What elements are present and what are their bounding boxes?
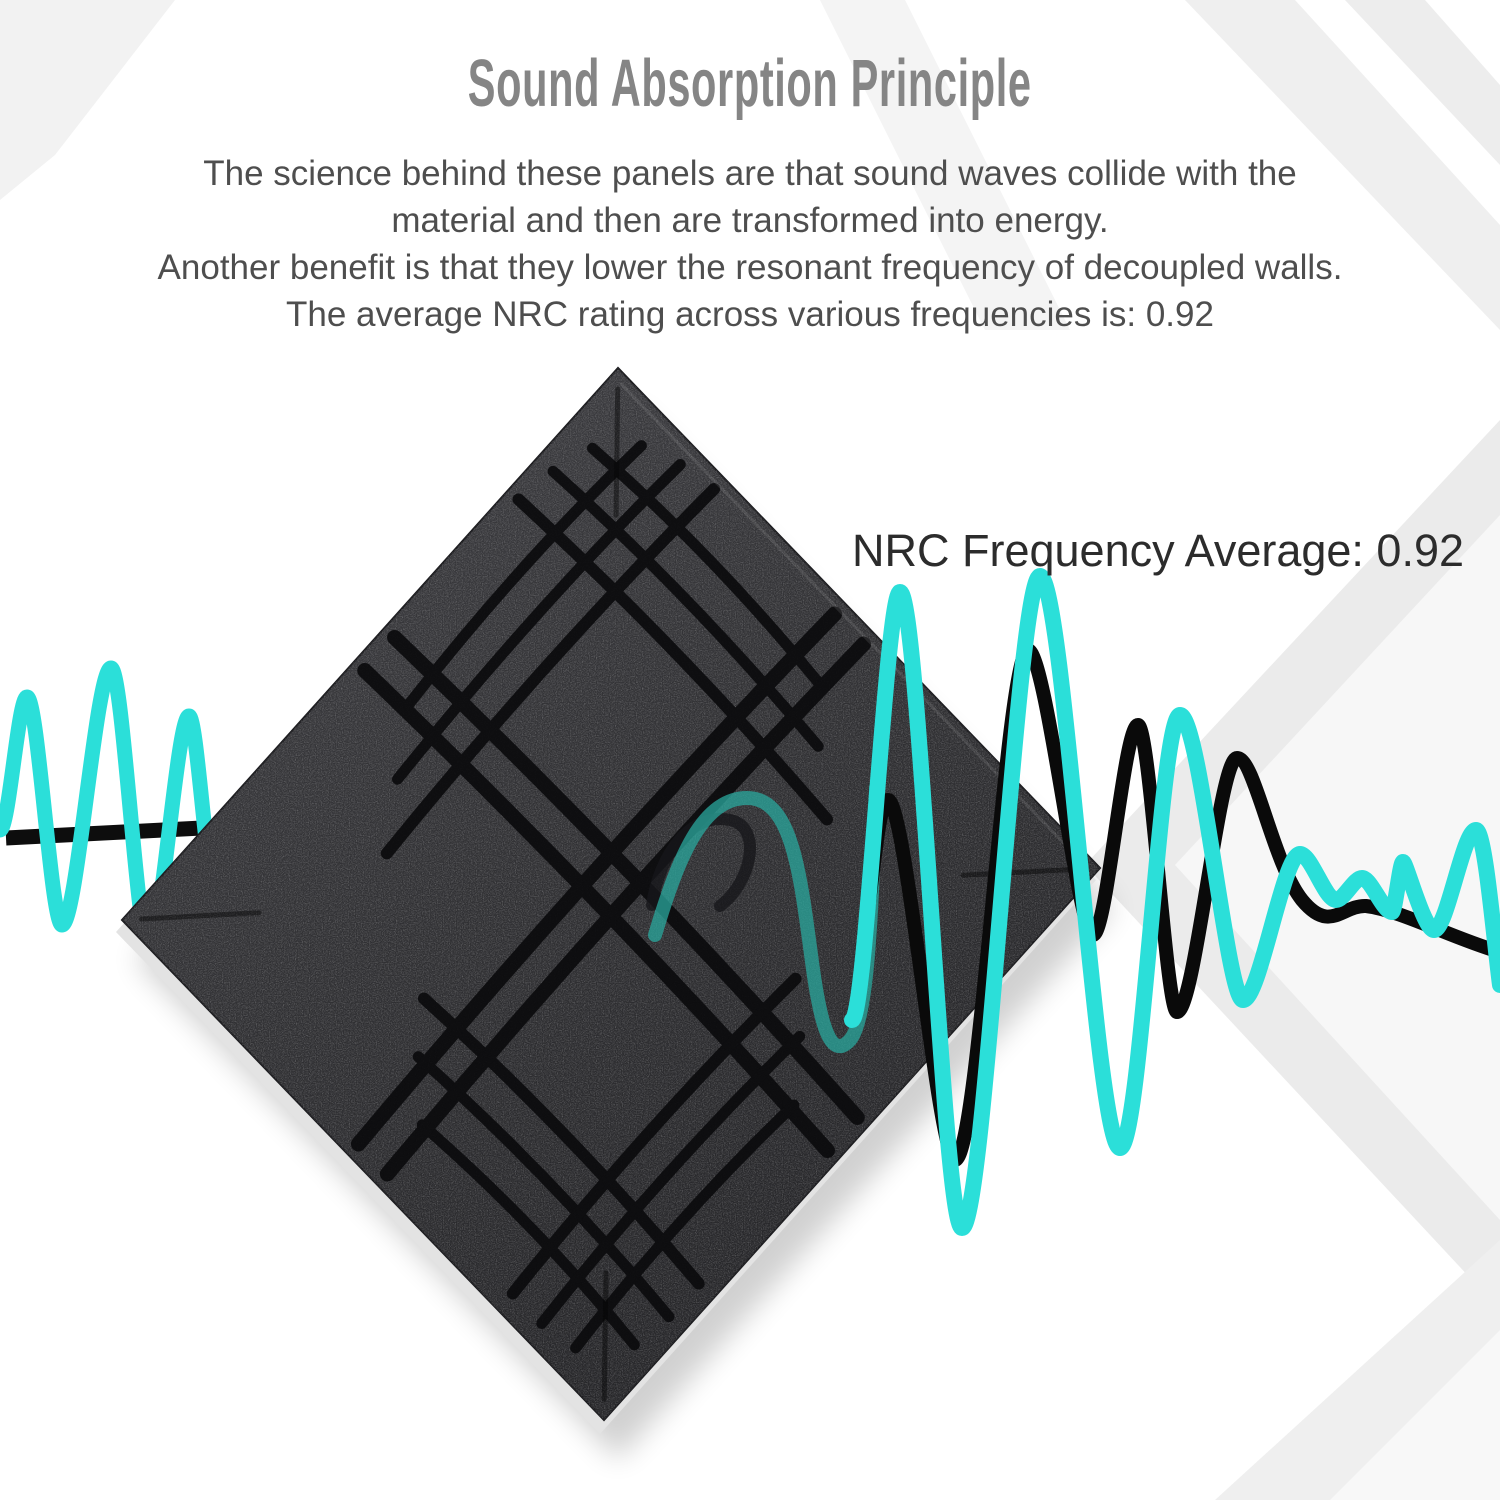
incoming-sound-wave-group: [0, 660, 222, 956]
nrc-frequency-callout: NRC Frequency Average: 0.92: [852, 525, 1465, 576]
incoming-sound-wave: [0, 660, 222, 956]
description-line-3: Another benefit is that they lower the r…: [157, 248, 1343, 287]
description-block: The science behind these panels are that…: [0, 150, 1500, 338]
page-title: Sound Absorption Principle: [0, 50, 1500, 117]
description-line-4: The average NRC rating across various fr…: [286, 295, 1214, 334]
outgoing-wave-group: [844, 567, 1500, 1237]
resonant-wave-cyan: [844, 567, 1500, 1237]
acoustic-foam-panel: [116, 368, 1114, 1460]
foam-corner-bevels: [142, 389, 1081, 1399]
description-line-1: The science behind these panels are that…: [203, 154, 1297, 193]
description-line-2: material and then are transformed into e…: [391, 201, 1109, 240]
foam-groove-pattern: [142, 385, 1085, 1399]
page-title-text: Sound Absorption Principle: [468, 46, 1032, 121]
